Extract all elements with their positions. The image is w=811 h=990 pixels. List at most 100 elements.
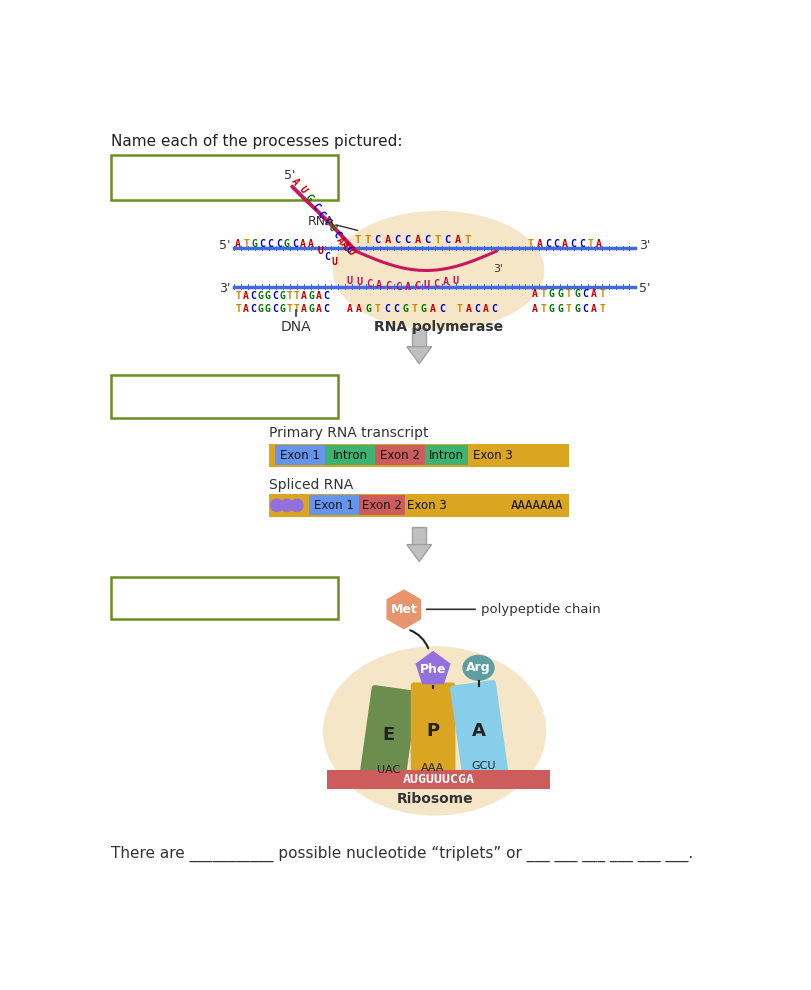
Text: C: C <box>544 239 550 248</box>
Text: 5': 5' <box>284 168 295 181</box>
Text: C: C <box>424 236 431 246</box>
Text: Intron: Intron <box>333 448 367 461</box>
Text: T: T <box>374 304 380 314</box>
Text: U: U <box>345 247 356 257</box>
FancyBboxPatch shape <box>449 680 508 782</box>
Bar <box>405 495 447 516</box>
Text: A: A <box>384 236 390 246</box>
Text: T: T <box>243 239 249 248</box>
Bar <box>111 155 338 200</box>
Text: C: C <box>320 216 332 227</box>
Text: T: T <box>294 304 299 314</box>
Text: C: C <box>394 281 401 292</box>
Text: AUGUUUCGA: AUGUUUCGA <box>402 773 474 786</box>
Text: G: G <box>257 304 263 314</box>
Text: C: C <box>404 236 410 246</box>
Text: C: C <box>393 304 398 314</box>
Ellipse shape <box>461 654 494 681</box>
Text: C: C <box>292 239 298 248</box>
Text: T: T <box>565 289 571 299</box>
Text: G: G <box>279 291 285 301</box>
Text: G: G <box>556 289 562 299</box>
Bar <box>375 446 425 465</box>
Ellipse shape <box>323 646 546 816</box>
Bar <box>111 577 338 620</box>
Text: 5': 5' <box>638 282 650 295</box>
Text: C: C <box>384 304 389 314</box>
Text: T: T <box>457 304 462 314</box>
Text: Exon 1: Exon 1 <box>280 448 320 461</box>
Text: C: C <box>268 239 273 248</box>
Text: G: G <box>573 304 579 314</box>
Text: There are ___________ possible nucleotide “triplets” or ___ ___ ___ ___ ___ ___.: There are ___________ possible nucleotid… <box>111 846 693 862</box>
Text: G: G <box>303 193 315 203</box>
Text: G: G <box>308 304 314 314</box>
Text: T: T <box>464 236 470 246</box>
Text: A: A <box>472 722 486 740</box>
Text: G: G <box>365 304 371 314</box>
Text: C: C <box>309 201 320 212</box>
Bar <box>111 375 338 418</box>
Text: A: A <box>465 304 471 314</box>
Text: A: A <box>337 239 349 249</box>
Text: A: A <box>595 239 601 248</box>
Text: 5': 5' <box>219 240 230 252</box>
Text: T: T <box>286 291 292 301</box>
Text: C: C <box>330 230 341 241</box>
Text: T: T <box>527 239 533 248</box>
Bar <box>325 446 375 465</box>
Text: A: A <box>289 176 300 187</box>
Bar <box>275 446 325 465</box>
Text: Ribosome: Ribosome <box>396 792 472 806</box>
Text: A: A <box>454 236 461 246</box>
Text: Name each of the processes pictured:: Name each of the processes pictured: <box>111 135 402 149</box>
Text: C: C <box>385 281 391 291</box>
Bar <box>467 446 517 465</box>
Polygon shape <box>406 346 431 363</box>
Bar <box>412 527 426 545</box>
Circle shape <box>281 499 293 512</box>
Text: G: G <box>264 291 270 301</box>
Text: G: G <box>284 239 290 248</box>
Text: A: A <box>315 304 321 314</box>
Text: G: G <box>548 304 554 314</box>
Text: C: C <box>444 236 450 246</box>
Text: A: A <box>315 291 321 301</box>
Text: Exon 1: Exon 1 <box>314 499 354 512</box>
Text: C: C <box>272 304 277 314</box>
Text: Exon 2: Exon 2 <box>380 448 420 461</box>
Text: A: A <box>301 304 307 314</box>
Text: T: T <box>411 304 417 314</box>
Text: C: C <box>394 236 401 246</box>
Text: C: C <box>324 251 330 261</box>
Text: A: A <box>346 304 353 314</box>
Text: 3': 3' <box>638 240 650 252</box>
Text: Intron: Intron <box>428 448 464 461</box>
Text: T: T <box>539 289 546 299</box>
Text: C: C <box>569 239 576 248</box>
Bar <box>412 329 426 346</box>
Circle shape <box>290 499 303 512</box>
Text: Met: Met <box>390 603 417 616</box>
Text: A: A <box>590 304 596 314</box>
Text: A: A <box>307 239 314 248</box>
Text: G: G <box>325 223 337 234</box>
Polygon shape <box>406 544 431 561</box>
Text: U: U <box>346 275 353 285</box>
Text: C: C <box>366 279 372 289</box>
Circle shape <box>270 499 282 512</box>
Text: T: T <box>235 304 241 314</box>
Text: U: U <box>317 247 324 256</box>
Text: G: G <box>279 304 285 314</box>
Text: C: C <box>474 304 479 314</box>
Text: A: A <box>334 236 345 246</box>
Text: A: A <box>536 239 542 248</box>
Text: C: C <box>260 239 265 248</box>
Ellipse shape <box>333 211 543 331</box>
Text: C: C <box>552 239 559 248</box>
Text: A: A <box>430 304 436 314</box>
FancyBboxPatch shape <box>359 685 417 784</box>
Text: U: U <box>452 275 458 285</box>
Text: C: C <box>250 304 255 314</box>
Text: T: T <box>235 291 241 301</box>
